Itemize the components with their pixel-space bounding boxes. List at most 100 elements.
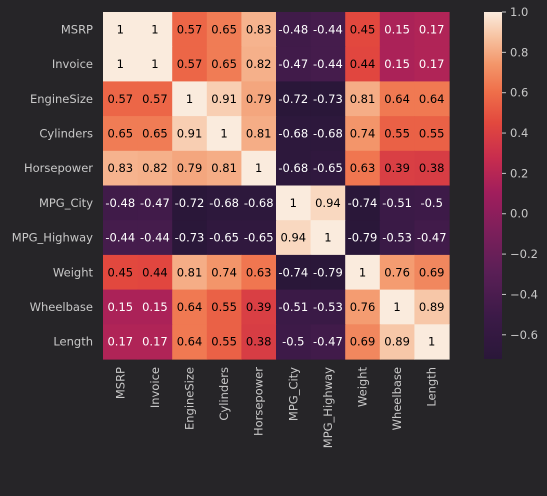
cell-annotation: 0.69 [419,265,445,279]
y-tick-label: Cylinders [39,126,93,140]
cell-annotation: -0.68 [209,196,239,210]
cell-annotation: -0.68 [278,126,308,140]
heatmap-cell [241,116,277,152]
cell-annotation: 0.39 [384,161,410,175]
x-tick-label: MPG_City [286,367,300,421]
cell-annotation: -0.5 [420,196,442,210]
cell-annotation: -0.44 [313,57,343,71]
heatmap-cell [310,150,346,187]
heatmap-cell [137,116,173,152]
heatmap-cell [345,150,381,187]
heatmap-cell [172,254,208,291]
cell-annotation: 1 [117,22,124,36]
cell-annotation: 1 [428,335,435,349]
cell-annotation: 1 [220,126,227,140]
cell-annotation: 1 [290,196,297,210]
cell-annotation: -0.48 [105,196,135,210]
heatmap-cell [103,12,139,48]
heatmap-cell [137,289,173,325]
cell-annotation: 0.82 [246,57,272,71]
cell-annotation: 0.17 [142,335,168,349]
colorbar-tick-label: −0.6 [510,328,538,342]
y-tick-label: Weight [53,265,94,279]
cell-annotation: 0.94 [280,231,306,245]
cell-annotation: 0.81 [211,161,237,175]
heatmap-cell [310,220,346,256]
heatmap-cell [414,185,450,221]
cell-annotation: 0.17 [107,335,133,349]
x-tick-label: Weight [356,367,370,408]
cell-annotation: 0.17 [419,57,445,71]
heatmap-cell [414,289,450,325]
heatmap-cell [172,12,208,48]
cell-annotation: 0.63 [246,265,272,279]
cell-annotation: -0.65 [209,231,239,245]
heatmap-cell [276,116,312,152]
heatmap-cell [206,289,242,325]
cell-annotation: -0.65 [244,231,274,245]
heatmap-cell [310,185,346,221]
heatmap-cell [137,324,173,360]
cell-annotation: 0.15 [384,22,410,36]
cell-annotation: 0.69 [350,335,376,349]
heatmap-cell [103,116,139,152]
cell-annotation: -0.44 [313,22,343,36]
y-tick-label: Horsepower [24,161,93,175]
heatmap-cell [345,254,381,291]
heatmap-cell [206,81,242,117]
y-tick-label: MPG_Highway [12,231,93,245]
heatmap-cell [137,220,173,256]
heatmap-cell [241,185,277,221]
heatmap-cell [137,150,173,187]
cell-annotation: 0.38 [246,335,272,349]
heatmap-cell [172,46,208,82]
heatmap-cell [310,116,346,152]
heatmap-cell [137,81,173,117]
heatmap-cell [310,289,346,325]
cell-annotation: 0.91 [177,126,203,140]
cell-annotation: -0.72 [278,92,308,106]
heatmap-cell [103,324,139,360]
heatmap-cell [103,150,139,187]
cell-annotation: 0.82 [142,161,168,175]
cell-annotation: 0.74 [211,265,237,279]
cell-annotation: 1 [255,161,262,175]
cell-annotation: -0.53 [382,231,412,245]
cell-annotation: 0.45 [350,22,376,36]
heatmap-cell [103,254,139,291]
cell-annotation: 0.81 [246,126,272,140]
cell-annotation: 0.65 [142,126,168,140]
heatmap-cell [206,254,242,291]
heatmap-cell [103,81,139,117]
cell-annotation: 0.44 [350,57,376,71]
y-tick-labels: MSRP Invoice EngineSize Cylinders Horsepower… [12,22,94,348]
heatmap-cells [103,12,450,360]
colorbar-tick-label: 0.6 [510,86,528,100]
x-tick-label: Cylinders [217,367,231,421]
cell-annotation: 0.63 [350,161,376,175]
cell-annotation: -0.68 [313,126,343,140]
colorbar-tick-label: 0.4 [510,126,528,140]
heatmap-cell [345,185,381,221]
y-tick-label: EngineSize [30,92,93,106]
cell-annotation: 0.44 [142,265,168,279]
cell-annotation: 1 [324,231,331,245]
heatmap-cell [206,150,242,187]
cell-annotation: 0.83 [246,22,272,36]
heatmap-cell [310,46,346,82]
cell-annotation: 0.74 [350,126,376,140]
heatmap-cell [172,150,208,187]
cell-annotation: -0.79 [313,265,343,279]
cell-annotation: 0.57 [107,92,133,106]
heatmap-cell [172,220,208,256]
colorbar-tick-label: −0.2 [510,247,538,261]
cell-annotation: -0.53 [313,300,343,314]
cell-annotation: 0.89 [419,300,445,314]
cell-annotation: -0.72 [175,196,205,210]
cell-annotation: 0.55 [384,126,410,140]
heatmap-cell [345,81,381,117]
heatmap-cell [206,12,242,48]
heatmap-cell [310,81,346,117]
heatmap-cell [379,185,415,221]
cell-annotation: -0.73 [313,92,343,106]
